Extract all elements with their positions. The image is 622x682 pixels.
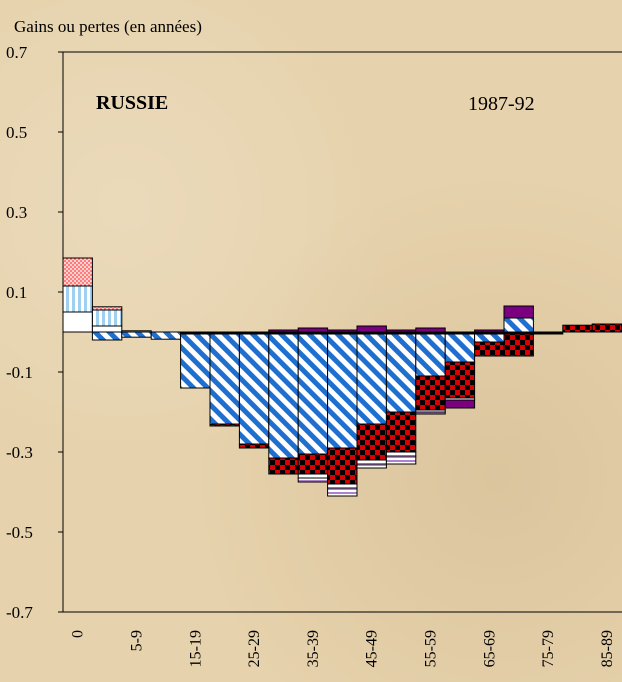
bar-segment-20-24-s5 — [209, 333, 240, 425]
bar-segment-20-24-s6 — [209, 423, 240, 427]
bar-segment-1-4-s3 — [91, 309, 123, 327]
bar-segment-35-39-s8 — [297, 473, 329, 479]
x-tick-label: 15-19 — [187, 630, 204, 667]
x-tick-label: 0 — [70, 630, 87, 638]
bar-segment-60-64-s6 — [444, 361, 476, 399]
bar-segment-70-74-s5 — [503, 317, 534, 333]
bar-segment-0-s1 — [62, 311, 93, 333]
x-tick-label: 35-39 — [305, 630, 322, 667]
bar-segment-60-64-s5 — [444, 333, 476, 363]
bar-segment-45-49-cap — [356, 325, 387, 333]
bar-segment-45-49-s8 — [356, 459, 387, 465]
bar-segment-30-34-s5 — [268, 333, 299, 459]
bar-segment-35-39-s6 — [297, 453, 329, 475]
x-tick-label: 5-9 — [129, 630, 146, 651]
y-tick-label: -0.5 — [6, 523, 33, 542]
bar-segment-50-54-s9 — [385, 455, 417, 465]
y-tick-label: 0.5 — [6, 123, 27, 142]
bar-segment-80-84-s6 — [562, 324, 593, 333]
bar-segment-65-69-s5 — [474, 333, 505, 343]
bar-segment-40-44-s6 — [327, 447, 358, 485]
bars — [62, 257, 622, 497]
bar-segment-55-59-s6 — [415, 375, 446, 411]
y-ticks: 0.7 0.5 0.3 0.1 -0.1 -0.3 -0.5 -0.7 — [6, 43, 63, 622]
bar-segment-45-49-s6 — [356, 423, 387, 461]
bar-segment-50-54-s5 — [385, 333, 417, 413]
bar-segment-30-34-s6 — [268, 457, 299, 475]
bar-segment-50-54-s8 — [385, 451, 417, 457]
bar-segment-35-39-s5 — [297, 333, 329, 455]
bar-segment-35-39-s9 — [297, 477, 329, 483]
bar-segment-0-s4 — [62, 257, 93, 287]
y-tick-label: -0.3 — [6, 443, 33, 462]
x-tick-label: 85-89 — [599, 630, 616, 667]
bar-segment-1-4-s5 — [91, 331, 123, 341]
y-tick-label: -0.1 — [6, 363, 33, 382]
x-tick-label: 55-59 — [423, 630, 440, 667]
bar-segment-60-64-cap — [444, 399, 476, 409]
x-tick-label: 65-69 — [481, 630, 498, 667]
y-tick-label: 0.3 — [6, 203, 27, 222]
bar-segment-70-74-cap — [503, 305, 534, 319]
bar-segment-25-29-s6 — [238, 443, 270, 449]
x-ticks: 0 5-9 15-19 25-29 35-39 45-49 55-59 65-69 75-79 8… — [70, 630, 616, 667]
bar-segment-1-4-s4 — [91, 306, 123, 311]
y-tick-label: 0.7 — [6, 43, 28, 62]
bar-segment-50-54-s6 — [385, 411, 417, 453]
bar-segment-55-59-s5 — [415, 333, 446, 377]
bar-segment-70-74-s6 — [503, 333, 534, 357]
x-tick-label: 25-29 — [246, 630, 263, 667]
bar-segment-1-4-s2 — [91, 325, 123, 333]
bar-segment-35-39-cap — [297, 327, 329, 333]
y-axis-title: Gains ou pertes (en années) — [14, 17, 202, 36]
y-tick-label: 0.1 — [6, 283, 27, 302]
bar-segment-55-59-s9 — [415, 411, 446, 415]
bar-segment-45-49-s5 — [356, 333, 387, 425]
chart-period: 1987-92 — [468, 93, 535, 115]
x-tick-label: 45-49 — [364, 630, 381, 667]
bar-segment-10-14-s5 — [150, 331, 182, 340]
y-tick-label: -0.7 — [6, 603, 33, 622]
bar-segment-15-19-s5 — [180, 333, 211, 389]
bar-segment-40-44-s5 — [327, 333, 358, 449]
bar-segment-55-59-cap — [415, 327, 446, 333]
bar-segment-85-89-s6 — [591, 323, 622, 333]
bar-segment-0-s3 — [62, 285, 93, 313]
bar-segment-40-44-s8 — [327, 483, 358, 489]
bar-segment-40-44-s9 — [327, 487, 358, 497]
chart-title: RUSSIE — [96, 92, 168, 114]
bar-segment-25-29-s5 — [238, 333, 270, 445]
bar-segment-5-9-s5 — [121, 331, 152, 338]
x-tick-label: 75-79 — [540, 630, 557, 667]
bar-segment-45-49-s9 — [356, 463, 387, 469]
bar-segment-65-69-s6 — [474, 341, 505, 357]
